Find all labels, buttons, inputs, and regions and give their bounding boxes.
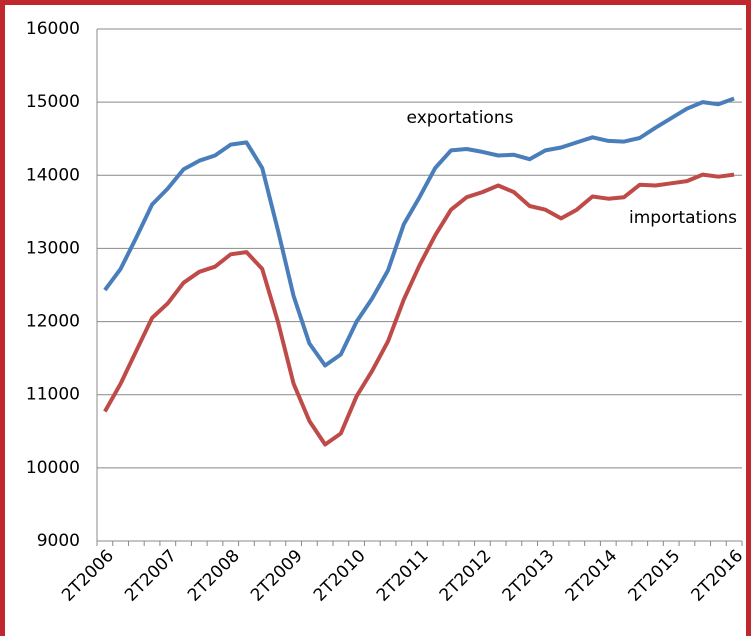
- series-label: importations: [629, 208, 737, 228]
- x-tick-label: 2T2013: [499, 546, 559, 606]
- x-tick-label: 2T2010: [310, 546, 370, 606]
- y-tick-label: 16000: [26, 19, 80, 39]
- x-tick-label: 2T2006: [58, 546, 118, 606]
- y-tick-label: 10000: [26, 458, 80, 478]
- x-tick-label: 2T2014: [562, 546, 622, 606]
- line: [103, 172, 735, 447]
- y-tick-label: 15000: [26, 92, 80, 112]
- x-tick-label: 2T2008: [184, 546, 244, 606]
- y-tick-label: 13000: [26, 238, 80, 258]
- series-label: exportations: [407, 108, 514, 128]
- x-tick-label: 2T2016: [687, 546, 747, 606]
- x-tick-label: 2T2007: [121, 546, 181, 606]
- y-tick-label: 12000: [26, 312, 80, 332]
- line: [103, 96, 735, 368]
- x-tick-label: 2T2011: [373, 546, 433, 606]
- x-tick-label: 2T2012: [436, 546, 496, 606]
- y-tick-label: 14000: [26, 165, 80, 185]
- y-tick-label: 9000: [37, 531, 80, 551]
- y-tick-label: 11000: [26, 385, 80, 405]
- x-tick-label: 2T2015: [625, 546, 685, 606]
- x-tick-label: 2T2009: [247, 546, 307, 606]
